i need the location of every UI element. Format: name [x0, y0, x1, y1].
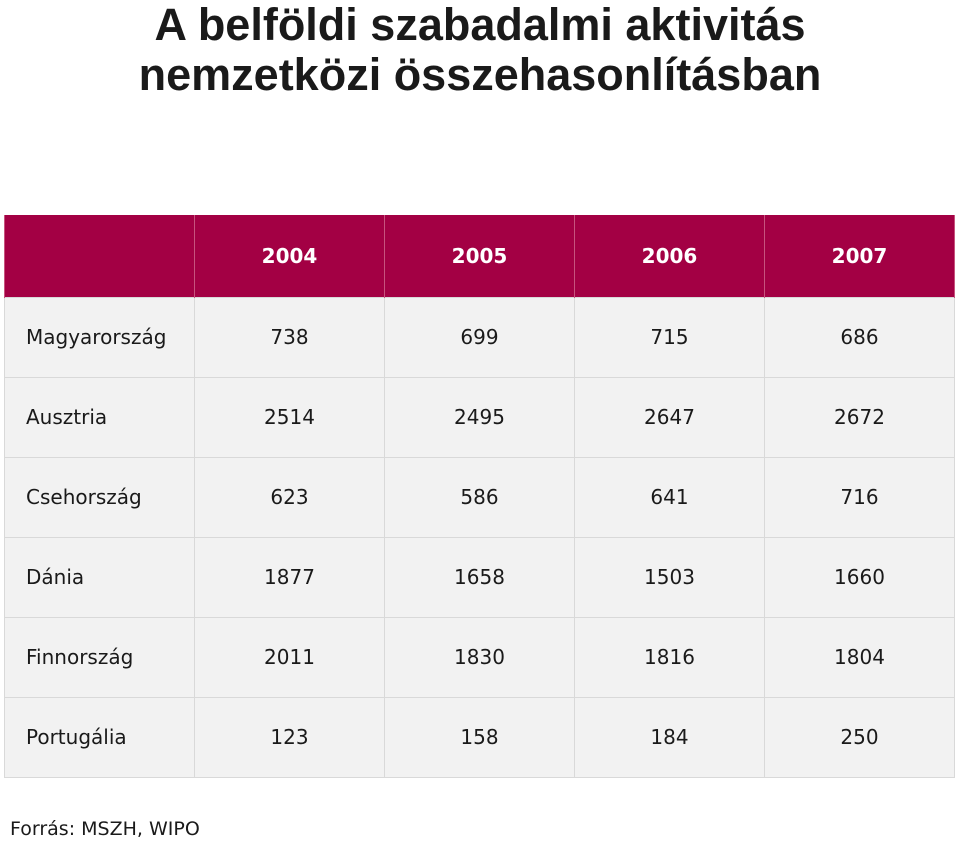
cell-value: 1830 — [384, 616, 575, 698]
cell-value: 2011 — [194, 616, 385, 698]
cell-value: 123 — [194, 696, 385, 778]
cell-value: 2647 — [574, 376, 765, 458]
table-header-row: 2004 2005 2006 2007 — [4, 215, 955, 297]
cell-value: 586 — [384, 456, 575, 538]
cell-value: 158 — [384, 696, 575, 778]
cell-value: 250 — [764, 696, 955, 778]
cell-value: 1503 — [574, 536, 765, 618]
row-country: Ausztria — [4, 376, 195, 458]
row-country: Dánia — [4, 536, 195, 618]
cell-value: 1658 — [384, 536, 575, 618]
header-year-2006: 2006 — [574, 215, 765, 297]
cell-value: 716 — [764, 456, 955, 538]
row-country: Csehország — [4, 456, 195, 538]
table-row: Magyarország 738 699 715 686 — [4, 296, 955, 378]
row-country: Portugália — [4, 696, 195, 778]
row-country: Magyarország — [4, 296, 195, 378]
page-title: A belföldi szabadalmi aktivitás nemzetkö… — [0, 0, 960, 100]
cell-value: 699 — [384, 296, 575, 378]
cell-value: 2514 — [194, 376, 385, 458]
cell-value: 715 — [574, 296, 765, 378]
title-line-2: nemzetközi összehasonlításban — [138, 49, 822, 100]
cell-value: 1804 — [764, 616, 955, 698]
table-row: Dánia 1877 1658 1503 1660 — [4, 536, 955, 618]
header-year-2004: 2004 — [194, 215, 385, 297]
cell-value: 623 — [194, 456, 385, 538]
cell-value: 641 — [574, 456, 765, 538]
cell-value: 686 — [764, 296, 955, 378]
source-note: Forrás: MSZH, WIPO — [10, 818, 200, 840]
table-row: Csehország 623 586 641 716 — [4, 456, 955, 538]
cell-value: 2495 — [384, 376, 575, 458]
table-row: Finnország 2011 1830 1816 1804 — [4, 616, 955, 698]
patent-table: 2004 2005 2006 2007 Magyarország 738 699… — [4, 215, 955, 778]
row-country: Finnország — [4, 616, 195, 698]
table-row: Ausztria 2514 2495 2647 2672 — [4, 376, 955, 458]
cell-value: 738 — [194, 296, 385, 378]
cell-value: 184 — [574, 696, 765, 778]
header-year-2007: 2007 — [764, 215, 955, 297]
cell-value: 1660 — [764, 536, 955, 618]
title-line-1: A belföldi szabadalmi aktivitás — [154, 0, 806, 50]
table-row: Portugália 123 158 184 250 — [4, 696, 955, 778]
header-year-2005: 2005 — [384, 215, 575, 297]
cell-value: 1877 — [194, 536, 385, 618]
header-corner-cell — [4, 215, 195, 297]
cell-value: 1816 — [574, 616, 765, 698]
cell-value: 2672 — [764, 376, 955, 458]
